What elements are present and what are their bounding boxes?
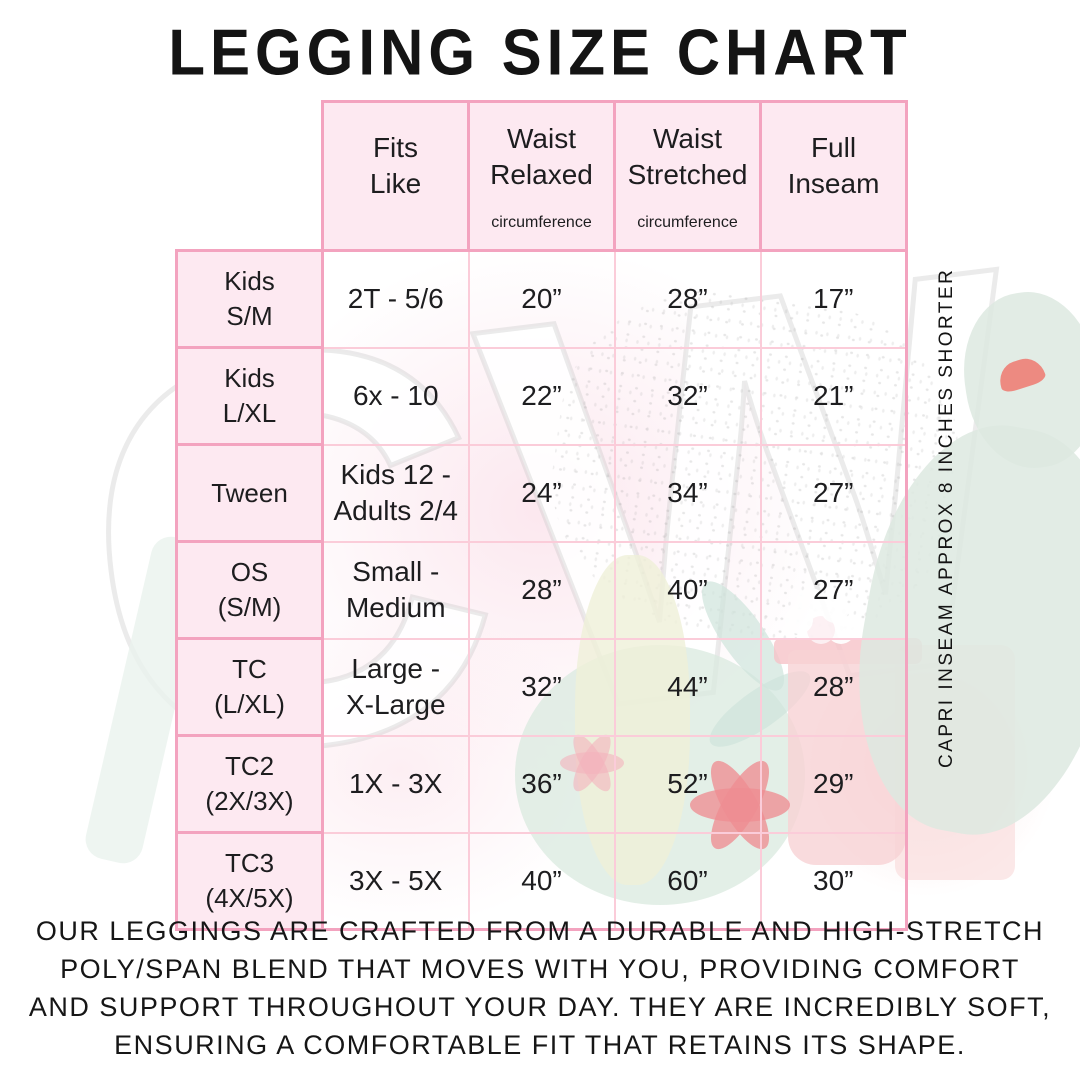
size-cell: 6x - 10: [321, 346, 470, 446]
table-row: Kids L/XL 6x - 10 22” 32” 21”: [175, 346, 908, 447]
size-cell: 17”: [759, 249, 908, 349]
size-cell: 52”: [613, 734, 762, 834]
description-line: OUR LEGGINGS ARE CRAFTED FROM A DURABLE …: [35, 916, 1045, 946]
size-cell: Kids 12 - Adults 2/4: [321, 443, 470, 543]
row-label: Kids S/M: [175, 249, 324, 350]
column-header-waist-relaxed: Waist Relaxed circumference: [467, 99, 616, 253]
description-line: ENSURING A COMFORTABLE FIT THAT RETAINS …: [114, 1030, 966, 1060]
table-row: OS (S/M) Small - Medium 28” 40” 27”: [175, 540, 908, 641]
capri-inseam-note: CAPRI INSEAM APPROX 8 INCHES SHORTER: [936, 267, 957, 769]
size-cell: 28”: [613, 249, 762, 349]
size-cell: 28”: [467, 540, 616, 640]
row-label: Kids L/XL: [175, 346, 324, 447]
size-cell: 29”: [759, 734, 908, 834]
row-label: TC2 (2X/3X): [175, 734, 324, 835]
size-chart-table: Fits Like Waist Relaxed circumference Wa…: [175, 99, 908, 932]
size-cell: 24”: [467, 443, 616, 543]
size-cell: 2T - 5/6: [321, 249, 470, 349]
table-row: Kids S/M 2T - 5/6 20” 28” 17”: [175, 249, 908, 350]
row-label: Tween: [175, 443, 324, 544]
product-description: OUR LEGGINGS ARE CRAFTED FROM A DURABLE …: [0, 912, 1080, 1064]
size-cell: 32”: [467, 637, 616, 737]
size-cell: 1X - 3X: [321, 734, 470, 834]
size-cell: 40”: [613, 540, 762, 640]
cactus-flower-watermark: [994, 353, 1048, 395]
size-cell: 27”: [759, 443, 908, 543]
column-header-fits-like: Fits Like: [321, 99, 470, 253]
description-line: POLY/SPAN BLEND THAT MOVES WITH YOU, PRO…: [60, 954, 1020, 984]
size-cell: 21”: [759, 346, 908, 446]
size-cell: 44”: [613, 637, 762, 737]
size-cell: 36”: [467, 734, 616, 834]
empty-corner-cell: [177, 102, 323, 251]
page-title: LEGGING SIZE CHART: [168, 16, 912, 89]
size-cell: Small - Medium: [321, 540, 470, 640]
table-row: TC (L/XL) Large - X-Large 32” 44” 28”: [175, 637, 908, 738]
row-label: OS (S/M): [175, 540, 324, 641]
size-cell: 34”: [613, 443, 762, 543]
size-cell: Large - X-Large: [321, 637, 470, 737]
size-cell: 22”: [467, 346, 616, 446]
row-label: TC (L/XL): [175, 637, 324, 738]
table-row: TC2 (2X/3X) 1X - 3X 36” 52” 29”: [175, 734, 908, 835]
header-row: Fits Like Waist Relaxed circumference Wa…: [177, 99, 908, 253]
description-line: AND SUPPORT THROUGHOUT YOUR DAY. THEY AR…: [28, 992, 1052, 1022]
size-cell: 27”: [759, 540, 908, 640]
size-cell: 32”: [613, 346, 762, 446]
size-cell: 28”: [759, 637, 908, 737]
column-header-full-inseam: Full Inseam: [759, 99, 908, 253]
size-cell: 20”: [467, 249, 616, 349]
table-row: Tween Kids 12 - Adults 2/4 24” 34” 27”: [175, 443, 908, 544]
column-header-waist-stretched: Waist Stretched circumference: [613, 99, 762, 253]
